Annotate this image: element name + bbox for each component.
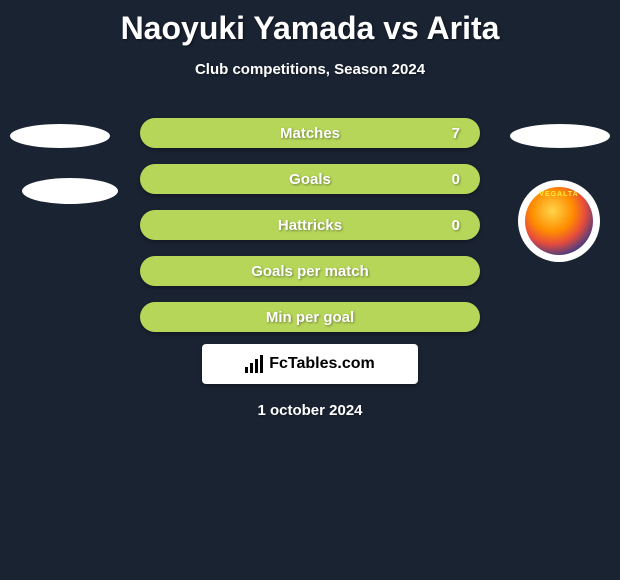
stat-bar-goals: Goals 0 [140,164,480,194]
stat-bar-hattricks: Hattricks 0 [140,210,480,240]
stat-bar-goals-per-match: Goals per match [140,256,480,286]
fctables-logo[interactable]: FcTables.com [202,344,418,384]
stat-label: Hattricks [278,217,342,234]
logo-text: FcTables.com [269,355,375,373]
stat-label: Min per goal [266,309,354,326]
stat-value: 0 [452,217,460,234]
player-avatar-left-top [10,124,110,148]
vegalta-badge-icon: VEGALTA [525,187,593,255]
page-title: Naoyuki Yamada vs Arita [0,0,620,47]
stat-bar-matches: Matches 7 [140,118,480,148]
player-avatar-right-top [510,124,610,148]
team-badge-right: VEGALTA [518,180,600,262]
stat-label: Goals [289,171,331,188]
badge-text: VEGALTA [539,191,578,198]
stat-label: Goals per match [251,263,369,280]
stat-value: 0 [452,171,460,188]
stat-value: 7 [452,125,460,142]
date-label: 1 october 2024 [0,402,620,419]
page-subtitle: Club competitions, Season 2024 [0,61,620,78]
stat-bar-min-per-goal: Min per goal [140,302,480,332]
player-avatar-left-bottom [22,178,118,204]
bar-chart-icon [245,355,263,373]
stat-label: Matches [280,125,340,142]
